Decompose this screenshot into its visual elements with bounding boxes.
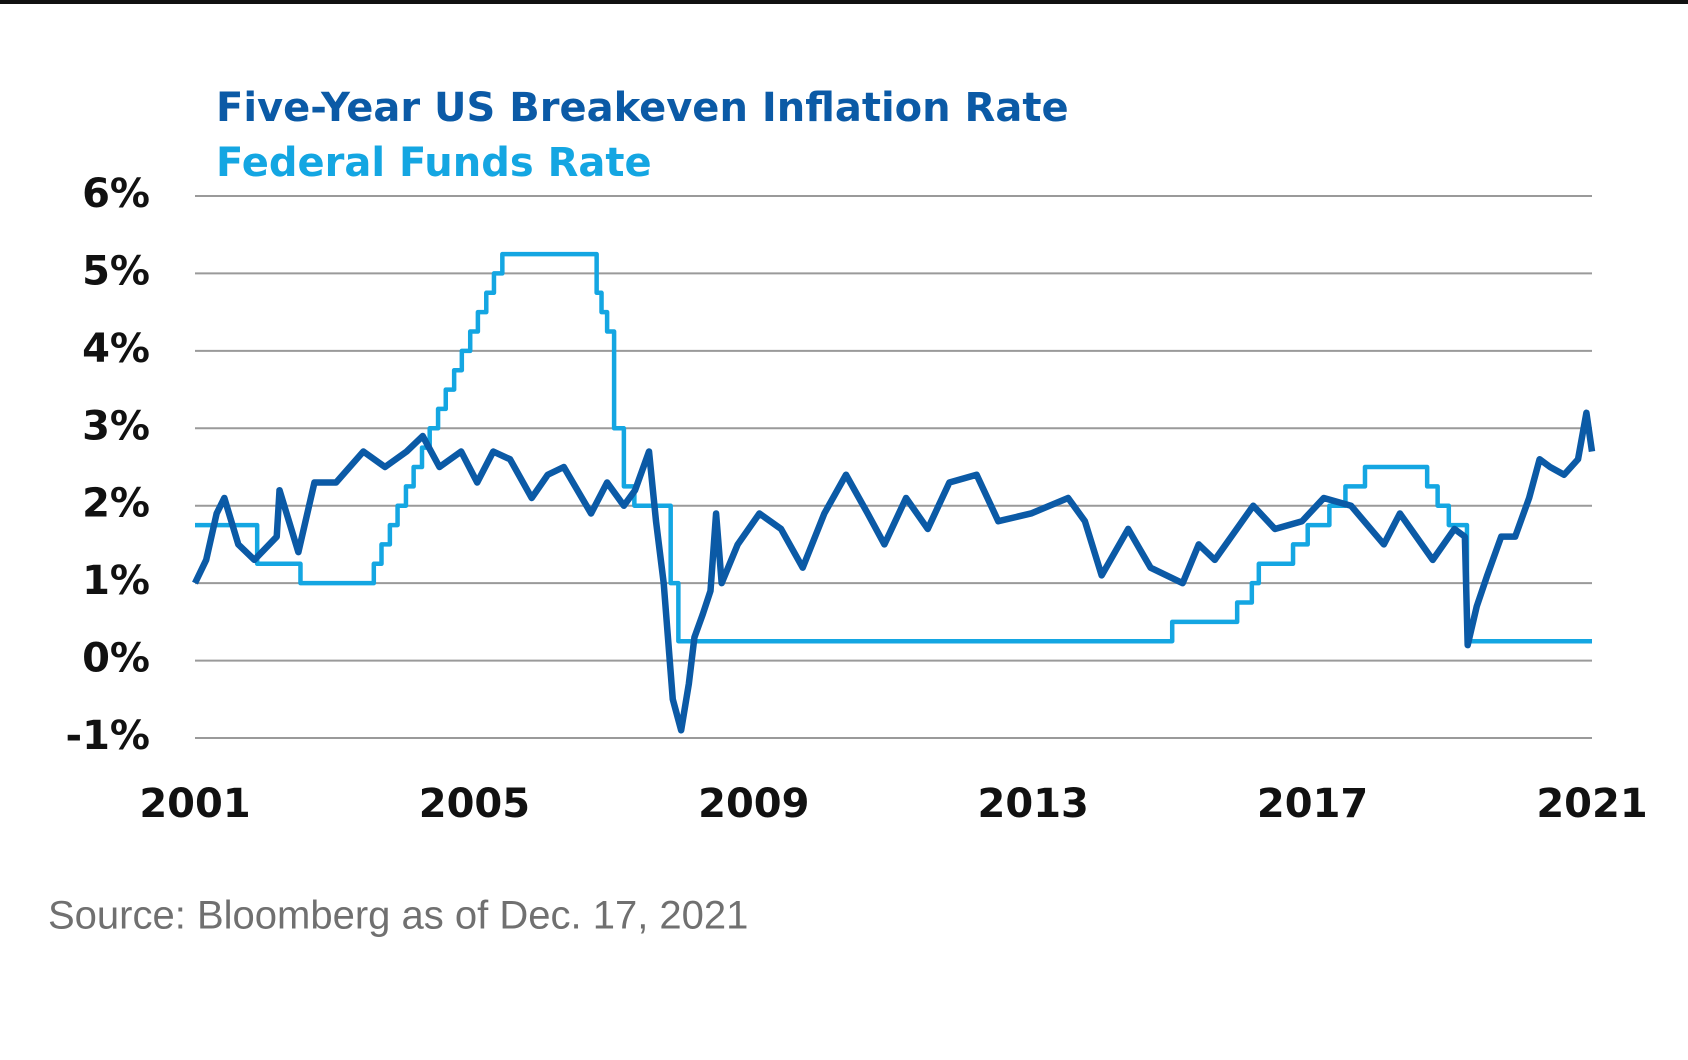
x-tick-label: 2013 (978, 781, 1089, 827)
y-tick-label: -1% (65, 713, 150, 759)
legend-label: Five-Year US Breakeven Inflation Rate (216, 85, 1069, 131)
y-tick-label: 5% (82, 248, 150, 294)
x-tick-label: 2001 (139, 781, 250, 827)
x-tick-label: 2009 (698, 781, 809, 827)
y-tick-label: 2% (82, 481, 150, 527)
x-tick-label: 2021 (1536, 781, 1647, 827)
y-tick-label: 3% (82, 403, 150, 449)
y-tick-label: 1% (82, 558, 150, 604)
x-tick-label: 2017 (1257, 781, 1368, 827)
y-tick-label: 6% (82, 171, 150, 217)
x-tick-label: 2005 (419, 781, 530, 827)
source-note: Source: Bloomberg as of Dec. 17, 2021 (48, 894, 748, 938)
legend-label: Federal Funds Rate (216, 140, 652, 186)
y-tick-label: 4% (82, 326, 150, 372)
series-line (195, 251, 1592, 644)
series-line (192, 409, 1596, 734)
y-tick-label: 0% (82, 636, 150, 682)
top-rule (0, 0, 1688, 4)
